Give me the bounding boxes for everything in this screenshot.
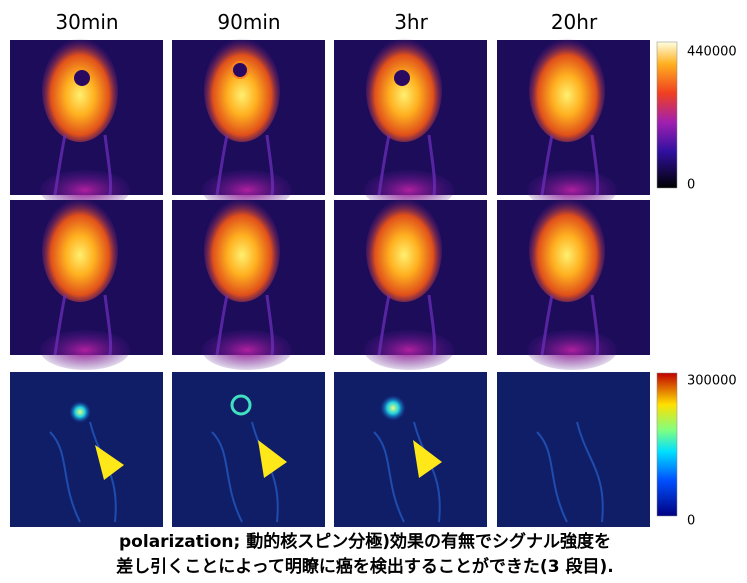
image-panel [334, 372, 487, 527]
image-panel [334, 198, 487, 370]
colorbar [657, 373, 677, 516]
colorbar-label: 0 [687, 178, 695, 193]
column-headers: 30min 90min 3hr 20hr [55, 10, 598, 34]
image-panel [172, 372, 325, 527]
colorbar-label: 0 [687, 514, 695, 529]
image-panel [497, 38, 650, 210]
caption-line: polarization; 動的核スピン分極)効果の有無でシグナル強度を [119, 531, 611, 552]
image-panel [334, 38, 487, 210]
page: {"figure": { "columns": ["30min", "90min… [0, 0, 747, 579]
column-header: 20hr [551, 10, 598, 34]
image-panel [497, 372, 650, 527]
lesion [232, 62, 248, 78]
image-panel [10, 372, 163, 527]
image-panel [497, 198, 650, 370]
column-header: 30min [55, 10, 118, 34]
image-grid [10, 38, 650, 527]
lesion-signal [380, 395, 406, 421]
caption-line: 差し引くことによって明瞭に癌を検出することができた(3 段目). [116, 556, 613, 577]
lesion [394, 70, 410, 86]
image-panel [10, 198, 163, 370]
figure: 30min 90min 3hr 20hr 440000 0 300000 0 pola… [0, 0, 747, 579]
colorbar [657, 42, 677, 188]
lesion-signal [69, 401, 91, 423]
colorbars: 440000 0 300000 0 [657, 42, 737, 529]
image-panel [10, 38, 163, 210]
lesion [74, 70, 90, 86]
colorbar-label: 300000 [687, 374, 737, 389]
column-header: 90min [217, 10, 280, 34]
column-header: 3hr [394, 10, 428, 34]
colorbar-label: 440000 [687, 45, 737, 60]
image-panel [172, 38, 325, 210]
image-panel [172, 198, 325, 370]
